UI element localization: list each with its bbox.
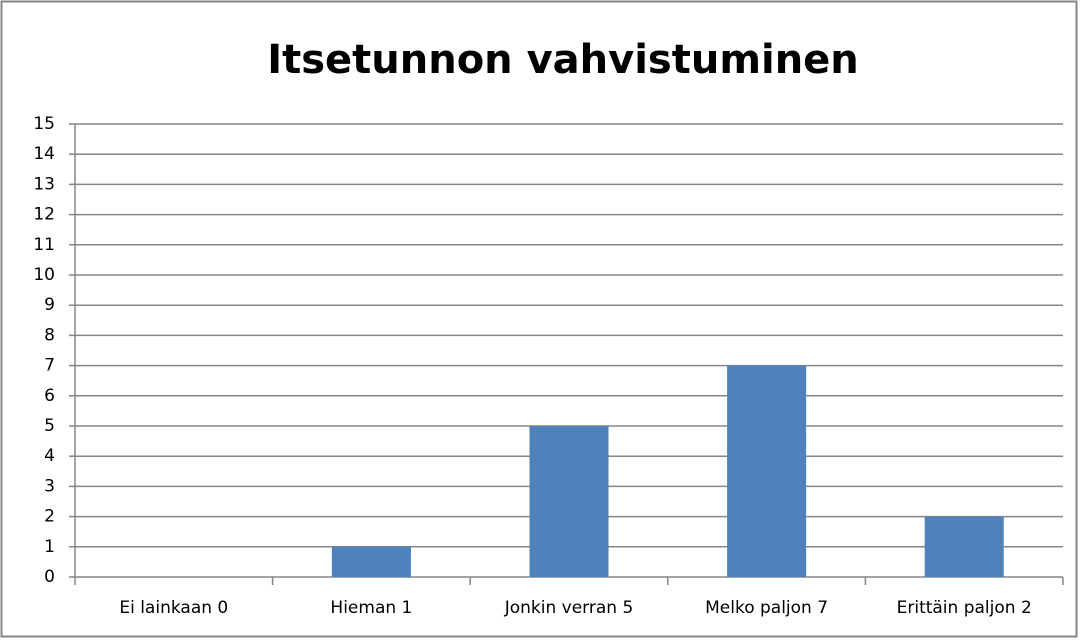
y-tick-label: 0 xyxy=(44,567,55,587)
y-tick-label: 7 xyxy=(44,356,55,376)
y-tick-label: 1 xyxy=(44,537,55,557)
y-tick-label: 14 xyxy=(33,144,55,164)
y-tick-label: 3 xyxy=(44,476,55,496)
y-tick-label: 4 xyxy=(44,446,55,466)
bar xyxy=(529,426,609,577)
bar xyxy=(924,516,1004,577)
y-tick-label: 15 xyxy=(33,114,55,134)
y-tick-label: 2 xyxy=(44,507,55,527)
y-tick-label: 13 xyxy=(33,174,55,194)
x-tick-label: Jonkin verran 5 xyxy=(504,598,634,618)
x-tick-label: Hieman 1 xyxy=(330,598,412,618)
y-tick-label: 6 xyxy=(44,386,55,406)
y-tick-label: 11 xyxy=(33,235,55,255)
x-tick-label: Melko paljon 7 xyxy=(705,598,828,618)
bar xyxy=(727,365,807,577)
y-tick-label: 9 xyxy=(44,295,55,315)
y-tick-label: 5 xyxy=(44,416,55,436)
y-tick-label: 10 xyxy=(33,265,55,285)
x-tick-label: Ei lainkaan 0 xyxy=(119,598,228,618)
x-tick-label: Erittäin paljon 2 xyxy=(897,598,1032,618)
y-tick-label: 12 xyxy=(33,205,55,225)
y-tick-label: 8 xyxy=(44,325,55,345)
chart-title: Itsetunnon vahvistuminen xyxy=(267,37,859,83)
bar xyxy=(331,546,411,577)
